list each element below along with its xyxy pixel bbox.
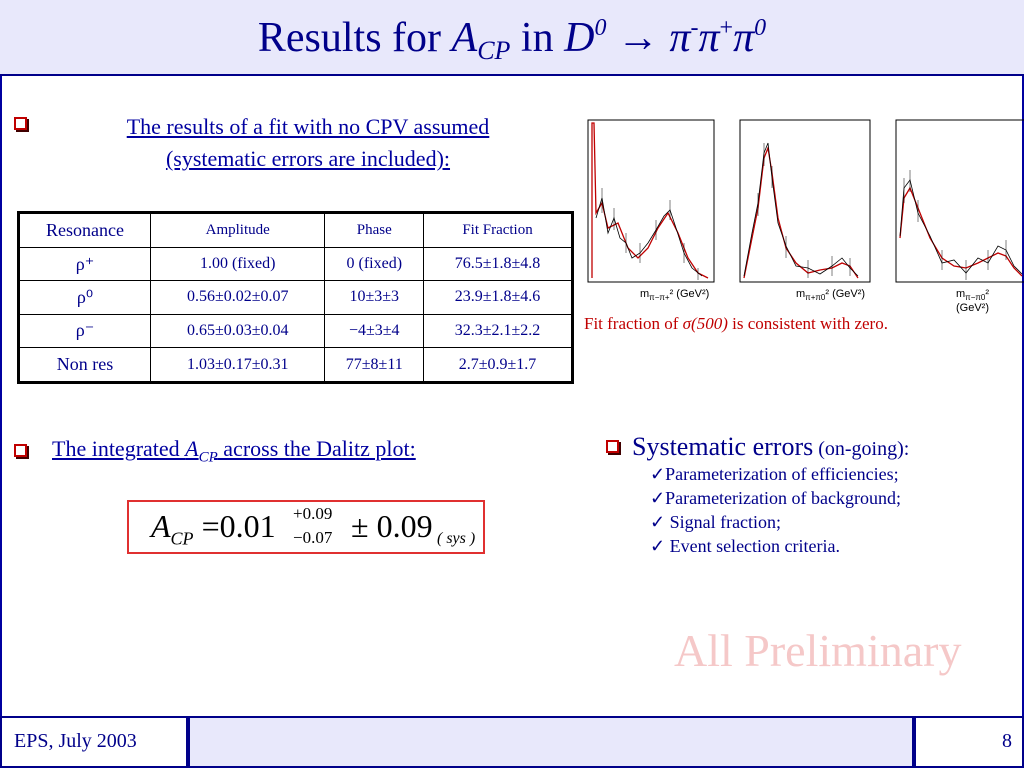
results-table: Resonance Amplitude Phase Fit Fraction ρ… [17,211,574,384]
table-cell: ρ⁰ [18,280,151,315]
table-cell: 76.5±1.8±4.8 [423,246,573,282]
systematics-heading: Systematic errors (on-going): [632,432,910,461]
acp-formula-box: ACP =0.01 +0.09 −0.07 ± 0.09 ( sys ) [127,500,485,554]
plot-image [739,119,871,283]
plot-image [587,119,715,283]
table-cell: 0.56±0.02±0.07 [149,280,326,315]
table-cell: 2.7±0.9±1.7 [423,347,573,383]
bullet-square-icon [14,117,27,130]
formula-lower-error: −0.07 [293,528,333,547]
table-header-cell: Resonance [18,212,151,248]
fit-description-line1: The results of a fit with no CPV assumed [126,114,490,139]
table-cell: 23.9±1.8±4.6 [423,280,573,315]
bullet-square-icon [14,444,27,457]
systematics-item: ✓ Event selection criteria. [650,536,841,556]
plot-xlabel: mπ−π0² (GeV²) [956,288,990,315]
plot-xlabel: mπ−π+² (GeV²) [640,288,710,303]
dalitz-plot-pi-minus-pi-zero [890,118,1024,288]
plot-image [895,119,1024,283]
table-cell: −4±3±4 [324,313,425,349]
table-cell: 1.00 (fixed) [149,246,326,282]
table-header-cell: Amplitude [149,212,326,248]
footer-date: EPS, July 2003 [14,730,137,752]
table-cell: 32.3±2.1±2.2 [423,313,573,349]
table-cell: 10±3±3 [324,280,425,315]
preliminary-watermark: All Preliminary [674,625,962,676]
systematics-item: ✓ Signal fraction; [650,512,782,532]
table-header-cell: Phase [324,212,425,248]
footer-right: 8 [914,716,1024,768]
table-cell: 77±8±11 [324,347,425,383]
table-row: ρ⁰ 0.56±0.02±0.07 10±3±3 23.9±1.8±4.6 [18,280,573,315]
systematics-item: ✓Parameterization of background; [650,488,901,508]
fit-description-line2: (systematic errors are included): [165,146,451,171]
table-header-row: Resonance Amplitude Phase Fit Fraction [18,212,573,248]
page-number: 8 [1002,730,1012,752]
table-cell: 0 (fixed) [324,246,425,282]
fit-description: The results of a fit with no CPV assumed… [48,111,568,175]
formula-sys-label: ( sys ) [437,530,476,547]
table-cell: 1.03±0.17±0.31 [149,347,326,383]
formula-main: ACP =0.01 [151,508,276,549]
table-header-cell: Fit Fraction [423,212,573,248]
slide-title: Results for ACP in D0 → π-π+π0 [257,15,767,65]
integrated-acp-text: The integrated ACP across the Dalitz plo… [52,436,416,466]
fit-fraction-note: Fit fraction of σ(500) is consistent wit… [584,314,888,333]
table-cell: Non res [18,347,151,383]
plot-xlabel: mπ+π0² (GeV²) [796,288,866,303]
table-cell: 0.65±0.03±0.04 [149,313,326,349]
dalitz-plot-pi-plus-pi-zero [734,118,874,288]
footer-middle [188,716,914,768]
table-cell: ρ⁻ [18,313,151,349]
footer-left: EPS, July 2003 [0,716,188,768]
table-row: Non res 1.03±0.17±0.31 77±8±11 2.7±0.9±1… [18,347,573,383]
table-row: ρ⁻ 0.65±0.03±0.04 −4±3±4 32.3±2.1±2.2 [18,313,573,349]
bullet-square-icon [606,440,619,453]
systematics-item: ✓Parameterization of efficiencies; [650,464,899,484]
formula-upper-error: +0.09 [293,504,333,523]
title-bar: Results for ACP in D0 → π-π+π0 [0,0,1024,76]
dalitz-plot-pipi-plus [578,118,718,288]
table-row: ρ⁺ 1.00 (fixed) 0 (fixed) 76.5±1.8±4.8 [18,246,573,282]
table-cell: ρ⁺ [18,246,151,282]
formula-sys-error: ± 0.09 [351,508,433,544]
